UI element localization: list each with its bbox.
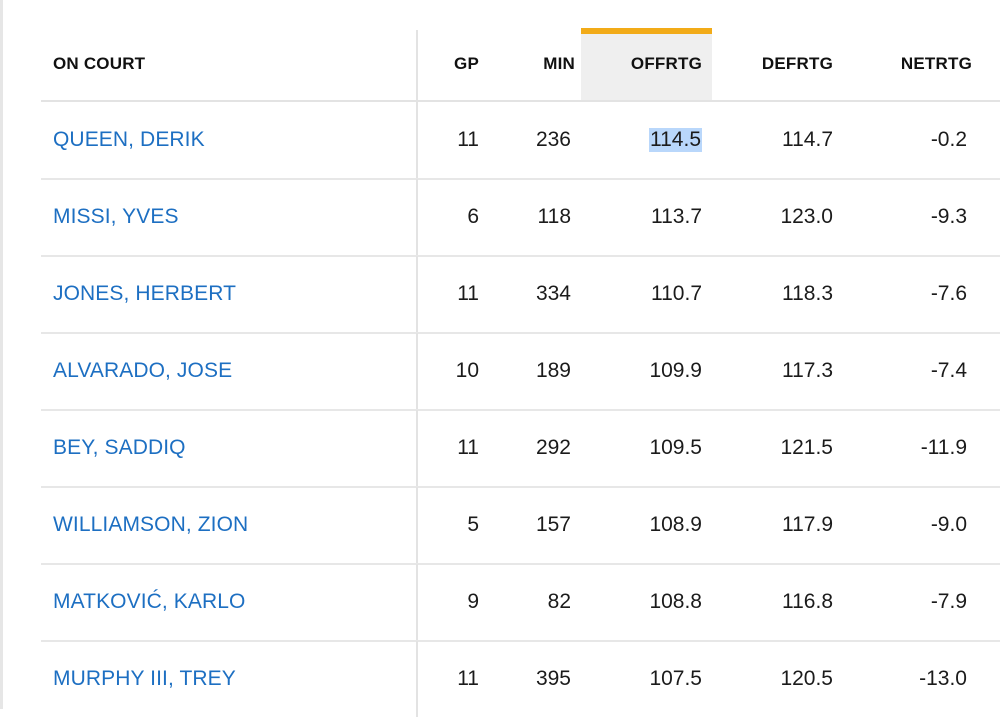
player-link[interactable]: ALVARADO, JOSE: [53, 359, 233, 382]
cell-gp: 11: [457, 436, 479, 459]
cell-netrtg: -7.4: [930, 359, 967, 382]
column-divider: [416, 410, 418, 486]
table-row: MATKOVIĆ, KARLO 9 82 108.8 116.8 -7.9: [41, 564, 1000, 642]
cell-defrtg: 116.8: [782, 590, 833, 613]
cell-min: 118: [537, 205, 571, 228]
column-header-defrtg[interactable]: DEFRTG: [761, 54, 833, 73]
cell-defrtg: 123.0: [780, 205, 833, 228]
column-divider: [416, 179, 418, 255]
cell-offrtg: 108.9: [649, 513, 702, 536]
cell-gp: 9: [467, 590, 479, 613]
cell-gp: 6: [467, 205, 479, 228]
cell-netrtg: -13.0: [919, 667, 967, 690]
table-row: QUEEN, DERIK 11 236 114.5 114.7 -0.2: [41, 102, 1000, 180]
cell-defrtg: 114.7: [782, 128, 833, 151]
cell-offrtg: 110.7: [651, 282, 702, 305]
player-link[interactable]: MISSI, YVES: [53, 205, 179, 228]
column-header-min[interactable]: MIN: [543, 54, 575, 73]
cell-min: 236: [535, 128, 571, 151]
column-divider: [416, 333, 418, 409]
cell-min: 189: [535, 359, 571, 382]
cell-offrtg: 108.8: [649, 590, 702, 613]
player-link[interactable]: QUEEN, DERIK: [53, 128, 205, 151]
cell-netrtg: -7.6: [930, 282, 967, 305]
cell-defrtg: 117.9: [782, 513, 833, 536]
player-link[interactable]: WILLIAMSON, ZION: [53, 513, 249, 536]
cell-netrtg: -9.0: [930, 513, 967, 536]
column-header-netrtg[interactable]: NETRTG: [900, 54, 972, 73]
column-header-offrtg[interactable]: OFFRTG: [630, 54, 702, 73]
column-divider: [416, 564, 418, 640]
column-divider: [416, 487, 418, 563]
column-divider: [416, 641, 418, 717]
table-row: WILLIAMSON, ZION 5 157 108.9 117.9 -9.0: [41, 487, 1000, 565]
cell-min: 82: [547, 590, 571, 613]
column-divider: [416, 30, 418, 100]
cell-gp: 11: [457, 667, 479, 690]
player-link[interactable]: JONES, HERBERT: [53, 282, 237, 305]
column-header-gp[interactable]: GP: [454, 54, 479, 73]
column-divider: [416, 102, 418, 178]
selected-text: 114.5: [649, 128, 702, 152]
cell-defrtg: 120.5: [780, 667, 833, 690]
cell-defrtg: 117.3: [782, 359, 833, 382]
player-link[interactable]: MATKOVIĆ, KARLO: [53, 590, 246, 613]
table-header: ON COURT GP MIN OFFRTG DEFRTG NETRTG: [41, 28, 1000, 102]
cell-gp: 11: [457, 128, 479, 151]
cell-min: 157: [535, 513, 571, 536]
cell-min: 395: [535, 667, 571, 690]
cell-min: 334: [535, 282, 571, 305]
cell-netrtg: -9.3: [930, 205, 967, 228]
cell-min: 292: [535, 436, 571, 459]
cell-gp: 11: [457, 282, 479, 305]
player-link[interactable]: BEY, SADDIQ: [53, 436, 186, 459]
cell-gp: 5: [467, 513, 479, 536]
cell-defrtg: 118.3: [782, 282, 833, 305]
player-link[interactable]: MURPHY III, TREY: [53, 667, 236, 690]
cell-netrtg: -11.9: [920, 436, 967, 459]
cell-netrtg: -7.9: [930, 590, 967, 613]
cell-offrtg: 109.9: [649, 359, 702, 382]
cell-gp: 10: [455, 359, 479, 382]
table-row: BEY, SADDIQ 11 292 109.5 121.5 -11.9: [41, 410, 1000, 488]
cell-offrtg: 109.5: [649, 436, 702, 459]
cell-offrtg: 114.5: [582, 102, 702, 178]
column-divider: [416, 256, 418, 332]
table-row: MISSI, YVES 6 118 113.7 123.0 -9.3: [41, 179, 1000, 257]
table-row: ALVARADO, JOSE 10 189 109.9 117.3 -7.4: [41, 333, 1000, 411]
sorted-column-highlight: [581, 28, 712, 100]
cell-netrtg: -0.2: [930, 128, 967, 151]
cell-offrtg: 113.7: [651, 205, 702, 228]
table-row: JONES, HERBERT 11 334 110.7 118.3 -7.6: [41, 256, 1000, 334]
column-header-on-court[interactable]: ON COURT: [53, 54, 146, 73]
cell-offrtg: 107.5: [649, 667, 702, 690]
page-edge: [0, 0, 3, 709]
cell-defrtg: 121.5: [780, 436, 833, 459]
table-row: MURPHY III, TREY 11 395 107.5 120.5 -13.…: [41, 641, 1000, 717]
